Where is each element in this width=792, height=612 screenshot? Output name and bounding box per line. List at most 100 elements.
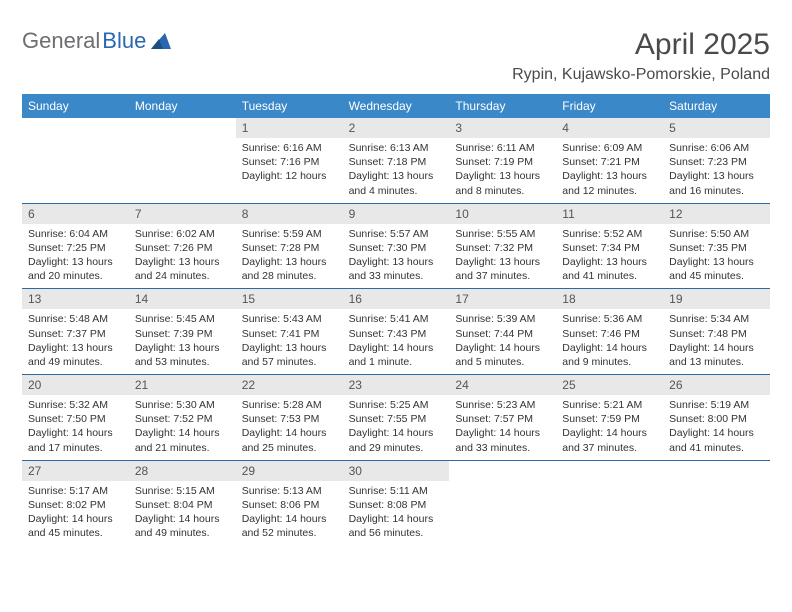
calendar-cell: 1Sunrise: 6:16 AMSunset: 7:16 PMDaylight…	[236, 118, 343, 203]
dow-wednesday: Wednesday	[343, 94, 450, 118]
sunrise-text: Sunrise: 5:36 AM	[562, 312, 657, 326]
sunset-text: Sunset: 7:19 PM	[455, 155, 550, 169]
day-body: Sunrise: 5:13 AMSunset: 8:06 PMDaylight:…	[236, 481, 343, 546]
calendar-cell: 11Sunrise: 5:52 AMSunset: 7:34 PMDayligh…	[556, 204, 663, 289]
location-subtitle: Rypin, Kujawsko-Pomorskie, Poland	[512, 66, 770, 84]
day-number: 14	[129, 289, 236, 309]
calendar-cell: 23Sunrise: 5:25 AMSunset: 7:55 PMDayligh…	[343, 375, 450, 460]
day-body: Sunrise: 5:11 AMSunset: 8:08 PMDaylight:…	[343, 481, 450, 546]
daylight-text: Daylight: 13 hours and 16 minutes.	[669, 169, 764, 197]
daylight-text: Daylight: 14 hours and 21 minutes.	[135, 426, 230, 454]
daylight-text: Daylight: 13 hours and 41 minutes.	[562, 255, 657, 283]
calendar-cell: 14Sunrise: 5:45 AMSunset: 7:39 PMDayligh…	[129, 289, 236, 374]
sunset-text: Sunset: 7:48 PM	[669, 327, 764, 341]
sunrise-text: Sunrise: 6:06 AM	[669, 141, 764, 155]
sunset-text: Sunset: 7:46 PM	[562, 327, 657, 341]
sunrise-text: Sunrise: 5:32 AM	[28, 398, 123, 412]
day-body: Sunrise: 5:39 AMSunset: 7:44 PMDaylight:…	[449, 309, 556, 374]
daylight-text: Daylight: 13 hours and 12 minutes.	[562, 169, 657, 197]
day-body: Sunrise: 5:21 AMSunset: 7:59 PMDaylight:…	[556, 395, 663, 460]
calendar-week: 6 Sunrise: 6:04 AMSunset: 7:25 PM Daylight…	[22, 203, 770, 289]
day-number: 18	[556, 289, 663, 309]
day-number: 16	[343, 289, 450, 309]
day-body: Sunrise: 5:57 AMSunset: 7:30 PMDaylight:…	[343, 224, 450, 289]
daylight-text: Daylight: 14 hours and 1 minute.	[349, 341, 444, 369]
sunrise-text: Sunrise: 5:39 AM	[455, 312, 550, 326]
day-body: Sunrise: 5:30 AMSunset: 7:52 PMDaylight:…	[129, 395, 236, 460]
sunrise-text: Sunrise: 5:30 AM	[135, 398, 230, 412]
sunset-text: Sunset: 7:28 PM	[242, 241, 337, 255]
logo-text-gray: General	[22, 28, 100, 54]
sunset-text: Sunset: 8:02 PM	[28, 498, 123, 512]
logo-text-blue: Blue	[102, 28, 146, 54]
calendar-cell: 2Sunrise: 6:13 AMSunset: 7:18 PMDaylight…	[343, 118, 450, 203]
day-body: Sunrise: 6:16 AMSunset: 7:16 PMDaylight:…	[236, 138, 343, 189]
day-number: 24	[449, 375, 556, 395]
calendar-cell: 25Sunrise: 5:21 AMSunset: 7:59 PMDayligh…	[556, 375, 663, 460]
calendar-header-row: Sunday Monday Tuesday Wednesday Thursday…	[22, 94, 770, 118]
sunrise-text: Sunrise: 5:21 AM	[562, 398, 657, 412]
sunset-text: Sunset: 7:26 PM	[135, 241, 230, 255]
day-number: 25	[556, 375, 663, 395]
day-number: 21	[129, 375, 236, 395]
title-block: April 2025 Rypin, Kujawsko-Pomorskie, Po…	[512, 28, 770, 84]
day-body: Sunrise: 5:28 AMSunset: 7:53 PMDaylight:…	[236, 395, 343, 460]
sunrise-text: Sunrise: 5:45 AM	[135, 312, 230, 326]
calendar-cell: 17Sunrise: 5:39 AMSunset: 7:44 PMDayligh…	[449, 289, 556, 374]
sunset-text: Sunset: 7:39 PM	[135, 327, 230, 341]
sunset-text: Sunset: 8:04 PM	[135, 498, 230, 512]
sunset-text: Sunset: 7:41 PM	[242, 327, 337, 341]
sunrise-text: Sunrise: 5:17 AM	[28, 484, 123, 498]
sunrise-text: Sunrise: 5:43 AM	[242, 312, 337, 326]
day-body: Sunrise: 5:55 AMSunset: 7:32 PMDaylight:…	[449, 224, 556, 289]
day-number: 8	[236, 204, 343, 224]
sunrise-text: Sunrise: 5:11 AM	[349, 484, 444, 498]
day-body: Sunrise: 5:17 AMSunset: 8:02 PMDaylight:…	[22, 481, 129, 546]
calendar-week: 13Sunrise: 5:48 AMSunset: 7:37 PMDayligh…	[22, 288, 770, 374]
day-number: 12	[663, 204, 770, 224]
daylight-text: Daylight: 13 hours and 8 minutes.	[455, 169, 550, 197]
sunset-text: Sunset: 8:00 PM	[669, 412, 764, 426]
daylight-text: Daylight: 14 hours and 41 minutes.	[669, 426, 764, 454]
day-body: Sunrise: 6:11 AMSunset: 7:19 PMDaylight:…	[449, 138, 556, 203]
sunrise-text: Sunrise: 6:11 AM	[455, 141, 550, 155]
sunrise-text: Sunrise: 6:13 AM	[349, 141, 444, 155]
sunrise-text: Sunrise: 5:52 AM	[562, 227, 657, 241]
sunset-text: Sunset: 7:57 PM	[455, 412, 550, 426]
daylight-text: Daylight: 14 hours and 45 minutes.	[28, 512, 123, 540]
calendar: Sunday Monday Tuesday Wednesday Thursday…	[22, 94, 770, 545]
day-number: 4	[556, 118, 663, 138]
logo: GeneralBlue	[22, 28, 171, 54]
logo-sail-icon	[151, 33, 171, 49]
day-body: Sunrise: 5:23 AMSunset: 7:57 PMDaylight:…	[449, 395, 556, 460]
day-body: Sunrise: 6:09 AMSunset: 7:21 PMDaylight:…	[556, 138, 663, 203]
day-body: Sunrise: 5:45 AMSunset: 7:39 PMDaylight:…	[129, 309, 236, 374]
sunset-text: Sunset: 7:52 PM	[135, 412, 230, 426]
day-body: Sunrise: 5:19 AMSunset: 8:00 PMDaylight:…	[663, 395, 770, 460]
daylight-text: Daylight: 13 hours and 28 minutes.	[242, 255, 337, 283]
dow-saturday: Saturday	[663, 94, 770, 118]
sunrise-text: Sunrise: 5:34 AM	[669, 312, 764, 326]
calendar-cell: 16Sunrise: 5:41 AMSunset: 7:43 PMDayligh…	[343, 289, 450, 374]
sunset-text: Sunset: 7:35 PM	[669, 241, 764, 255]
calendar-cell	[129, 118, 236, 203]
calendar-cell	[449, 461, 556, 546]
calendar-cell: 19Sunrise: 5:34 AMSunset: 7:48 PMDayligh…	[663, 289, 770, 374]
day-number: 26	[663, 375, 770, 395]
dow-thursday: Thursday	[449, 94, 556, 118]
day-number: 15	[236, 289, 343, 309]
dow-monday: Monday	[129, 94, 236, 118]
sunset-text: Sunset: 7:25 PM	[28, 241, 123, 255]
day-body: Sunrise: 5:52 AMSunset: 7:34 PMDaylight:…	[556, 224, 663, 289]
day-number: 20	[22, 375, 129, 395]
calendar-cell: 26Sunrise: 5:19 AMSunset: 8:00 PMDayligh…	[663, 375, 770, 460]
day-number: 29	[236, 461, 343, 481]
day-number: 22	[236, 375, 343, 395]
day-number: 6	[22, 204, 129, 224]
day-number: 5	[663, 118, 770, 138]
calendar-week: 1Sunrise: 6:16 AMSunset: 7:16 PMDaylight…	[22, 118, 770, 203]
daylight-text: Daylight: 14 hours and 25 minutes.	[242, 426, 337, 454]
sunset-text: Sunset: 7:37 PM	[28, 327, 123, 341]
calendar-cell: 4Sunrise: 6:09 AMSunset: 7:21 PMDaylight…	[556, 118, 663, 203]
sunrise-text: Sunrise: 6:04 AM	[28, 227, 123, 241]
